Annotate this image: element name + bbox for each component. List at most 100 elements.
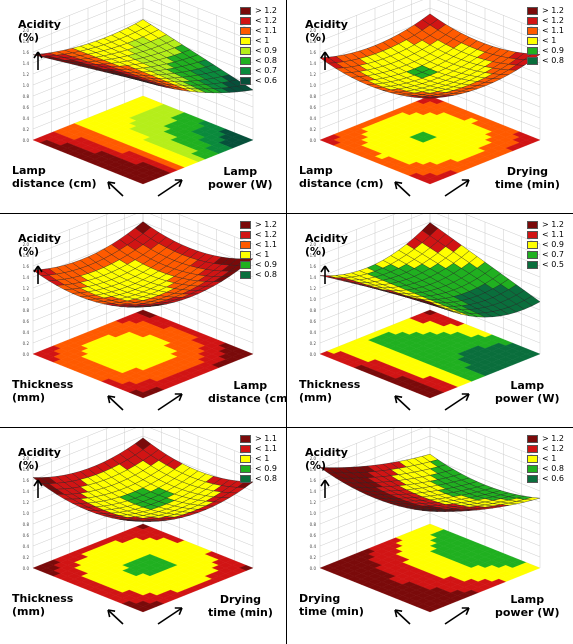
z-tick-label: 1.6 [23,478,30,483]
z-tick-label: 0.6 [310,533,317,538]
legend-label: < 1.1 [255,240,277,249]
legend-item: < 1.1 [240,26,277,36]
response-surface [319,453,541,512]
x-axis-label: Lamp distance (cm) [12,164,97,190]
z-tick-label: 0.2 [310,555,317,560]
z-tick-label: 1.8 [23,253,30,258]
chart-panel-3: 0.0 0.2 0.4 0.6 0.8 1.0 1.2 1.4 1.6 1.8 2.0 Acidity… [0,214,286,428]
legend-item: < 0.8 [527,464,564,474]
z-tick-label: 1.6 [310,264,317,269]
legend-item: < 1 [527,454,564,464]
legend-label: < 0.6 [542,474,564,483]
legend: > 1.2 < 1.2 < 1 < 0.8 < 0.6 [527,434,564,484]
legend-item: < 1.1 [240,444,277,454]
legend-label: < 0.9 [255,464,277,473]
z-tick-label: 1.4 [23,275,30,280]
legend-swatch [240,27,251,35]
response-surface [319,13,541,99]
z-tick-label: 1.0 [23,297,30,302]
z-tick-label: 0.2 [310,127,317,132]
axis-arrow-left [107,609,124,625]
z-tick-label: 0.4 [310,330,317,335]
z-axis-label: Lamp distance (cm) [208,379,286,405]
z-tick-label: 1.0 [23,511,30,516]
z-tick-label: 1.4 [23,61,30,66]
legend-swatch [527,17,538,25]
z-tick-label: 1.6 [23,264,30,269]
z-tick-label: 0.4 [310,544,317,549]
contour-cell [135,606,151,613]
contour-map [319,309,541,399]
legend-item: < 1.2 [527,16,564,26]
z-tick-label: 1.2 [310,72,317,77]
legend-swatch [240,475,251,483]
legend-item: < 0.9 [527,240,564,250]
x-axis-label: Thickness (mm) [12,592,74,618]
z-tick-label: 1.8 [23,467,30,472]
legend-label: < 0.8 [255,474,277,483]
surface-plot: 0.0 0.2 0.4 0.6 0.8 1.0 1.2 1.4 1.6 1.8 2.0 [310,0,541,197]
legend-item: < 0.8 [240,56,277,66]
legend-item: < 0.9 [240,46,277,56]
legend-swatch [240,261,251,269]
z-tick-label: 2.0 [310,456,317,461]
legend-item: > 1.2 [527,220,564,230]
z-tick-label: 0.4 [23,330,30,335]
z-tick-label: 1.4 [310,489,317,494]
z-tick-label: 0.0 [23,566,30,571]
legend-swatch [527,445,538,453]
legend-swatch [527,221,538,229]
legend-label: < 0.5 [542,260,564,269]
z-tick-label: 0.2 [23,127,30,132]
axis-box: 0.0 0.2 0.4 0.6 0.8 1.0 1.2 1.4 1.6 1.8 2.0 [310,428,541,571]
legend-label: < 1 [255,36,270,45]
z-tick-label: 0.6 [23,319,30,324]
z-tick-label: 1.2 [310,286,317,291]
z-tick-label: 0.2 [23,341,30,346]
up-arrow [33,265,43,284]
axis-arrow-left [394,395,411,411]
contour-cell [135,178,151,185]
legend-swatch [240,17,251,25]
surface-cell [135,79,151,84]
contour-map [319,95,541,185]
legend-item: < 0.9 [240,260,277,270]
z-tick-label: 2.0 [23,242,30,247]
legend-label: > 1.2 [542,220,564,229]
legend-label: < 0.6 [255,76,277,85]
contour-map [319,523,541,613]
contour-map [32,523,254,613]
legend-label: < 0.9 [255,260,277,269]
legend-item: < 1 [240,454,277,464]
axis-arrow-right [157,607,183,625]
legend-label: > 1.2 [255,6,277,15]
legend-item: < 1.1 [527,26,564,36]
y-axis-label: Acidity (%) [18,18,61,44]
z-tick-label: 1.2 [310,500,317,505]
legend-item: < 1 [240,36,277,46]
axis-arrow-left [394,609,411,625]
z-tick-label: 0.0 [310,138,317,143]
legend-label: > 1.1 [255,434,277,443]
response-surface [32,19,254,94]
z-tick-label: 0.8 [310,522,317,527]
legend: > 1.2 < 1.1 < 0.9 < 0.7 < 0.5 [527,220,564,270]
legend-item: < 0.6 [240,76,277,86]
legend-label: < 0.9 [542,46,564,55]
z-tick-label: 1.4 [310,61,317,66]
z-tick-label: 0.8 [23,308,30,313]
legend-item: < 0.7 [240,66,277,76]
z-tick-label: 0.8 [23,522,30,527]
surface-cell [135,306,151,308]
legend: > 1.2 < 1.2 < 1.1 < 1 < 0.9 < 0.8 < 0.7 < 0.6 [240,6,277,86]
legend-item: < 1 [527,36,564,46]
legend-item: < 0.7 [527,250,564,260]
legend-item: > 1.1 [240,434,277,444]
legend-label: > 1.2 [542,434,564,443]
z-tick-label: 1.8 [310,467,317,472]
z-tick-label: 2.0 [310,242,317,247]
z-tick-label: 1.2 [23,72,30,77]
z-tick-label: 0.0 [23,352,30,357]
legend-item: < 1.2 [240,230,277,240]
